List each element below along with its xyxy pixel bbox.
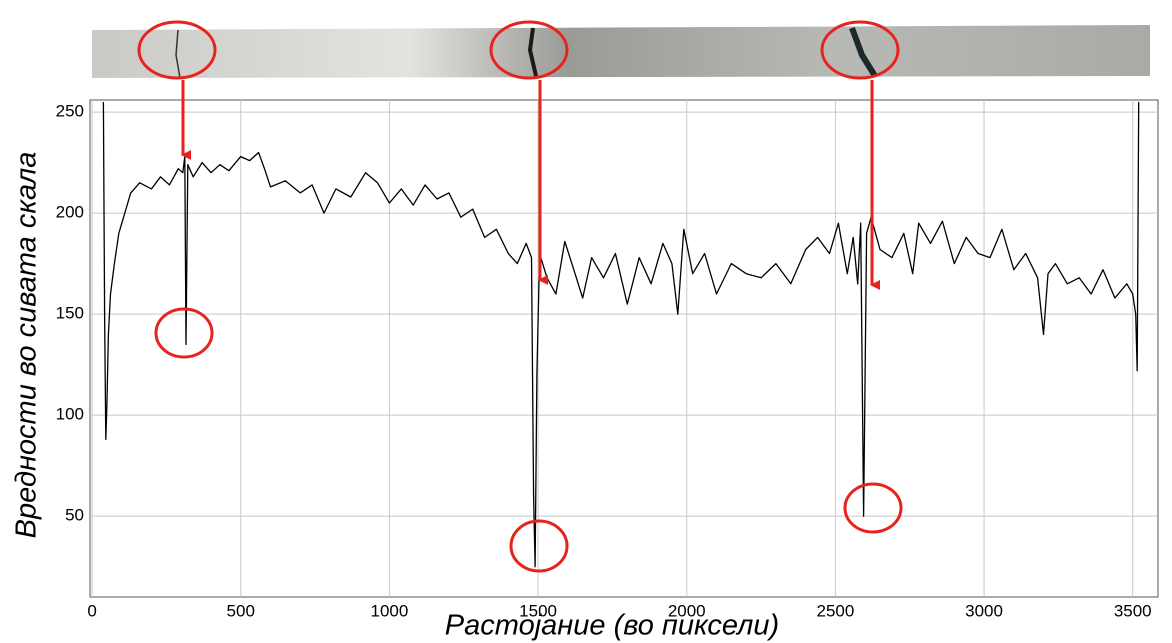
x-tick-label: 1500 (519, 601, 557, 620)
highlight-circle (137, 20, 217, 80)
x-tick-label: 2000 (668, 601, 706, 620)
highlight-circle (843, 482, 903, 534)
y-tick-label: 200 (56, 203, 84, 222)
highlight-circle (154, 307, 214, 359)
highlight-circle (509, 519, 569, 573)
y-axis-label: Вредности во сивата скала (11, 152, 43, 539)
core-photo (92, 25, 1150, 78)
x-tick-label: 1000 (370, 601, 408, 620)
x-tick-label: 3500 (1114, 601, 1152, 620)
x-tick-label: 3000 (965, 601, 1003, 620)
x-tick-label: 0 (87, 601, 96, 620)
grid: 0 500 1000 1500 2000 2500 3000 3500 50 100 150 200 2… (56, 100, 1158, 620)
plot-frame (89, 99, 1159, 598)
y-tick-label: 50 (65, 506, 84, 525)
annotations (137, 20, 903, 573)
y-tick-label: 250 (56, 102, 84, 121)
x-tick-label: 500 (227, 601, 255, 620)
highlight-circle (489, 20, 569, 80)
highlight-circle (820, 20, 900, 80)
data-line (102, 101, 1140, 568)
x-tick-label: 2500 (816, 601, 854, 620)
x-axis-label: Растојание (во пиксели) (445, 610, 779, 642)
crack (849, 26, 878, 78)
crack (527, 27, 538, 77)
y-tick-label: 100 (56, 405, 84, 424)
crack (175, 29, 181, 79)
plot (102, 101, 1140, 568)
y-tick-label: 150 (56, 304, 84, 323)
